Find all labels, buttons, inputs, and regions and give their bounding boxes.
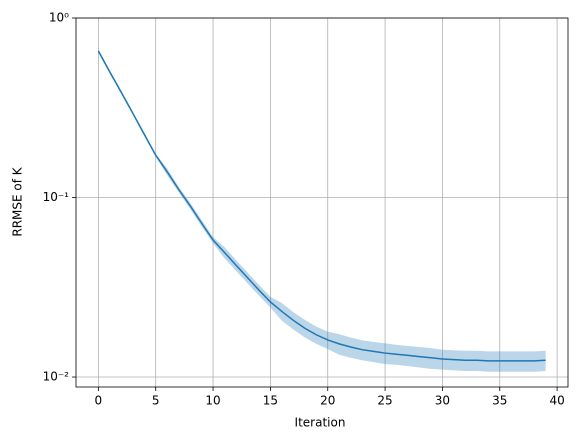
x-tick-label: 20 bbox=[320, 394, 335, 408]
x-tick-label: 40 bbox=[549, 394, 564, 408]
y-tick-label: 10⁻² bbox=[43, 370, 70, 384]
y-axis-label: RRMSE of K bbox=[11, 166, 25, 236]
x-tick-label: 5 bbox=[152, 394, 160, 408]
x-tick-label: 15 bbox=[263, 394, 278, 408]
line bbox=[97, 50, 546, 362]
y-tick-label: 10⁻¹ bbox=[43, 190, 70, 204]
x-tick-label: 30 bbox=[435, 394, 450, 408]
error-band bbox=[98, 49, 546, 372]
y-tick-label: 10⁰ bbox=[49, 11, 69, 25]
x-tick-label: 25 bbox=[377, 394, 392, 408]
x-axis-label: Iteration bbox=[295, 416, 346, 430]
plot-frame bbox=[75, 17, 569, 388]
x-tick-label: 10 bbox=[205, 394, 220, 408]
x-tick-label: 35 bbox=[492, 394, 507, 408]
x-tick-label: 0 bbox=[95, 394, 103, 408]
